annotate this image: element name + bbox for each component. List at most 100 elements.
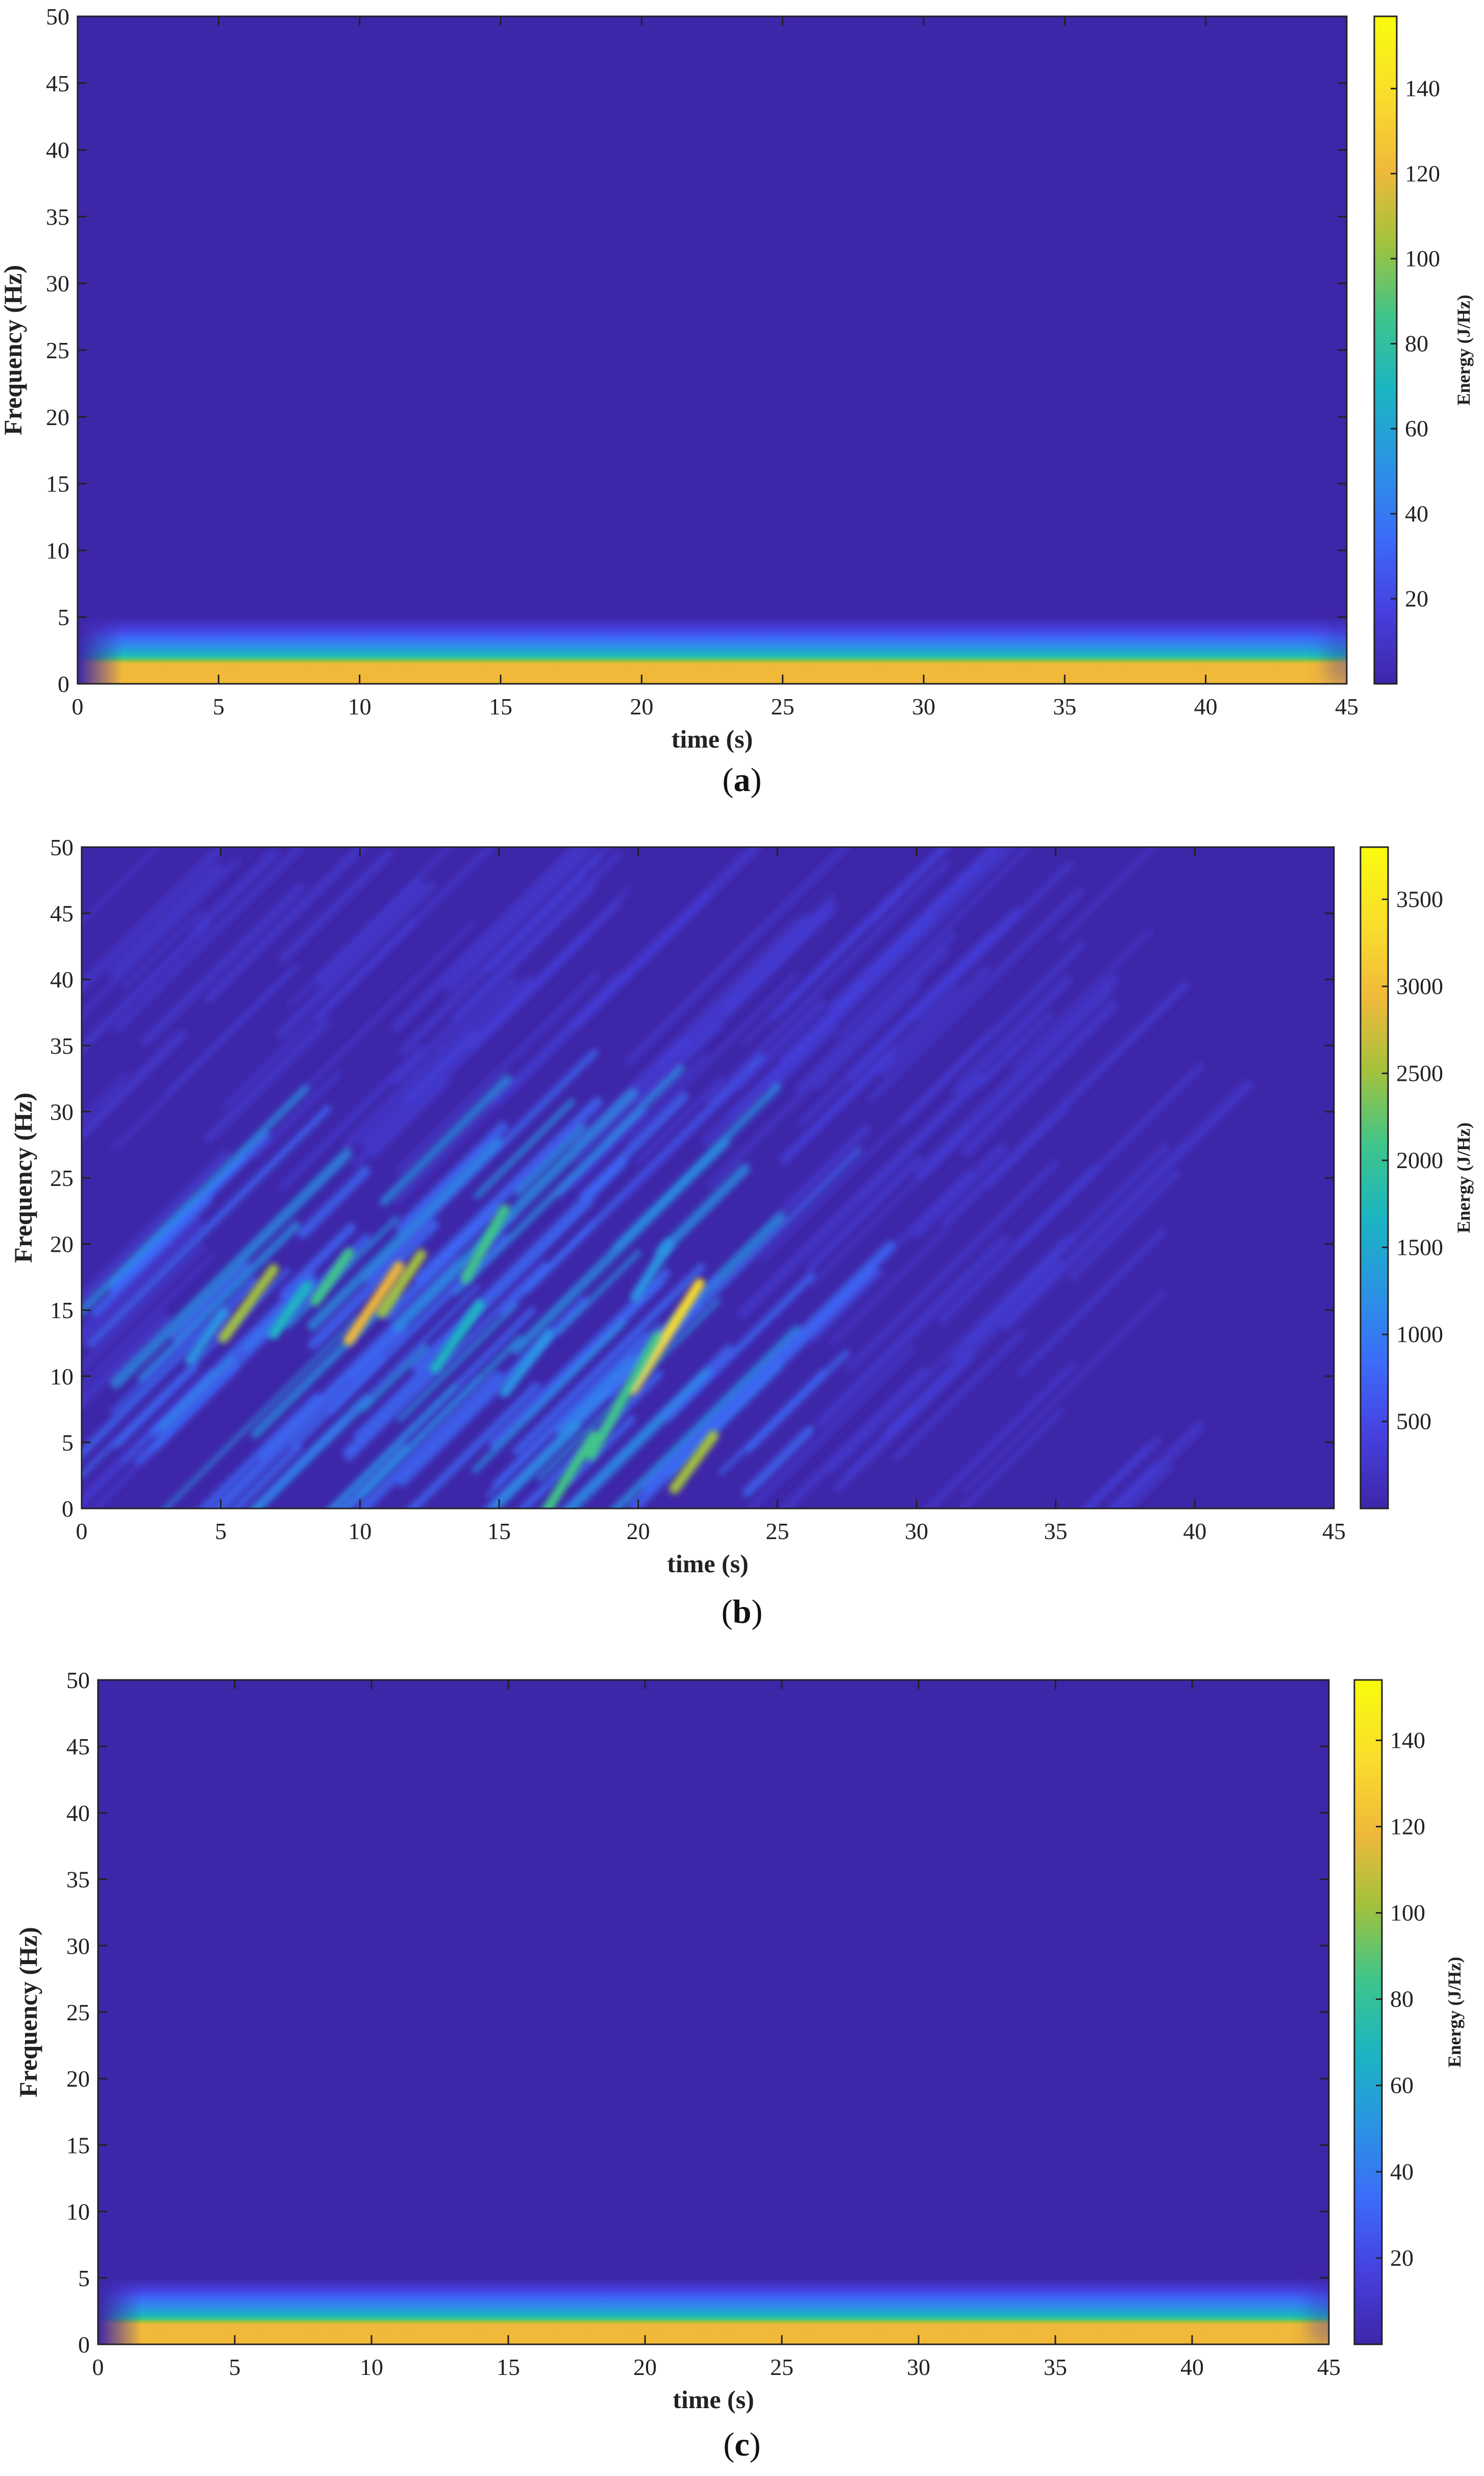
energy-streak (397, 1296, 589, 1487)
energy-streak (444, 847, 598, 993)
energy-streak (162, 1317, 359, 1508)
energy-streak (867, 888, 1083, 1103)
energy-streak (164, 967, 294, 1096)
energy-streak (571, 1053, 708, 1189)
energy-peak (218, 1264, 279, 1343)
energy-streak (392, 1088, 638, 1332)
energy-streak (404, 1028, 480, 1104)
energy-streak (573, 996, 740, 1162)
y-tick-label: 50 (50, 834, 73, 860)
colorbar-label: Energy (J/Hz) (1444, 1957, 1465, 2068)
energy-streak (779, 1366, 929, 1508)
energy-streak (343, 977, 517, 1150)
y-tick-label: 45 (50, 901, 73, 927)
energy-streak (911, 1143, 1008, 1239)
colorbar-gradient (1373, 15, 1398, 685)
x-tick-label: 20 (630, 694, 653, 720)
energy-streak (1108, 1421, 1205, 1508)
y-tick-label: 45 (66, 1734, 90, 1760)
energy-streak (82, 1029, 187, 1140)
panel-a: 0 5 10 15 20 25 30 35 40 45 0 5 10 15 20 25 30 35 40 45 50 ti… (0, 4, 1474, 799)
energy-streak (113, 1364, 199, 1448)
band-onset-fade (78, 524, 123, 684)
energy-streak (624, 972, 799, 1146)
y-tick-label: 0 (62, 1496, 73, 1522)
x-tick-label: 10 (348, 694, 372, 720)
colorbar-gradient (1353, 1679, 1383, 2345)
energy-streak (514, 1124, 586, 1195)
y-tick-label: 0 (78, 2332, 90, 2358)
x-axis-label: time (s) (667, 1549, 749, 1578)
energy-streak (342, 1361, 438, 1457)
energy-streak (1068, 1170, 1180, 1281)
energy-streak (138, 1221, 301, 1383)
energy-streak (1011, 928, 1153, 1070)
colorbar-tick-label: 100 (1390, 1900, 1425, 1926)
energy-streak (833, 1352, 975, 1493)
colorbar-tick-label: 60 (1390, 2072, 1414, 2098)
energy-streak (298, 1166, 371, 1239)
energy-streak (810, 1127, 971, 1286)
y-tick-label: 5 (78, 2265, 90, 2291)
energy-streak (782, 1124, 872, 1212)
colorbar-tick-label: 1500 (1396, 1234, 1443, 1260)
energy-streak (345, 1261, 548, 1462)
energy-streak (642, 1241, 896, 1493)
energy-streak (745, 1349, 850, 1453)
y-tick-label: 5 (62, 1429, 73, 1455)
energy-streak (159, 1354, 236, 1430)
panel-label: (a) (723, 761, 762, 799)
energy-streak (82, 1073, 128, 1123)
y-tick-label: 40 (50, 967, 73, 993)
energy-streak (664, 1272, 815, 1422)
energy-streak (573, 847, 762, 1028)
colorbar-label: Energy (J/Hz) (1453, 295, 1474, 406)
energy-streak (501, 1221, 596, 1316)
energy-streak (308, 1219, 439, 1350)
colorbar-tick-label: 80 (1390, 1986, 1414, 2012)
energy-streak (391, 847, 584, 1032)
colorbar-tick-label: 80 (1405, 331, 1428, 357)
energy-streak (795, 931, 956, 1092)
x-tick-label: 25 (770, 2354, 794, 2380)
y-tick-label: 20 (46, 404, 69, 430)
energy-streak (707, 948, 949, 1189)
energy-streak (610, 1325, 801, 1508)
x-tick-label: 20 (633, 2354, 657, 2380)
energy-streak (363, 1049, 598, 1282)
colorbar-tick-label: 40 (1390, 2159, 1414, 2185)
energy-streak (391, 881, 598, 1086)
energy-streak (846, 907, 1021, 1082)
energy-peak (185, 1307, 229, 1366)
energy-streak (563, 1368, 713, 1508)
energy-streak (368, 1077, 450, 1158)
x-tick-label: 45 (1317, 2354, 1341, 2380)
energy-streak (151, 1364, 240, 1453)
y-tick-label: 15 (50, 1297, 73, 1323)
colorbar-gradient (1359, 846, 1389, 1509)
energy-streak (327, 1383, 458, 1508)
energy-peak (627, 1278, 705, 1395)
y-tick-label: 40 (66, 1800, 90, 1826)
y-tick-label: 25 (46, 337, 69, 363)
x-tick-label: 0 (72, 694, 84, 720)
energy-streak (846, 1159, 1059, 1372)
energy-streak (743, 847, 945, 1045)
energy-streak (414, 1097, 603, 1284)
energy-streak (87, 1105, 332, 1348)
energy-streak (924, 1361, 1077, 1508)
energy-streak (493, 1331, 649, 1487)
energy-streak (811, 1268, 885, 1343)
energy-streak (82, 1217, 204, 1347)
energy-streak (487, 875, 585, 973)
heatmap-plot (82, 847, 1334, 1508)
energy-streak (171, 1262, 251, 1342)
y-axis-label: Frequency (Hz) (0, 265, 27, 435)
energy-peak (343, 1261, 404, 1346)
energy-streak (252, 1070, 342, 1159)
heatmap-plot (98, 1680, 1329, 2344)
colorbar-tick-label: 60 (1405, 415, 1428, 441)
colorbar-tick-label: 120 (1390, 1813, 1425, 1839)
energy-streak (759, 1030, 993, 1262)
